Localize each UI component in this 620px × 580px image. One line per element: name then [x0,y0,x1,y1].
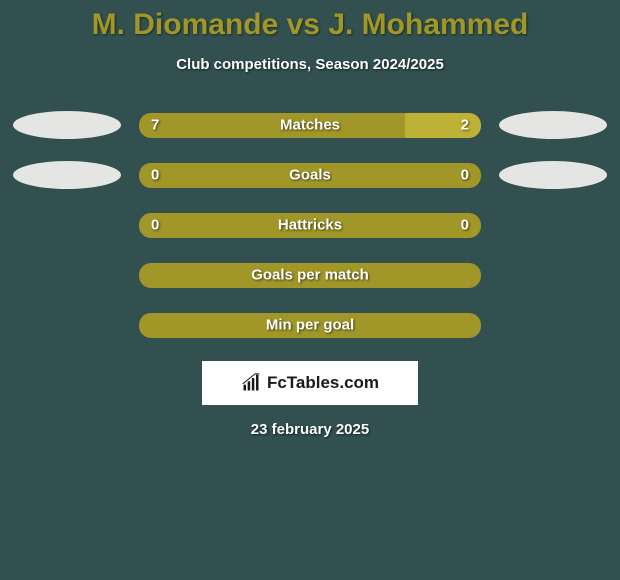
left-ellipse [13,161,121,189]
stat-left-value: 7 [151,117,159,134]
stat-bar: 7 Matches 2 [139,113,481,138]
stat-row-goals: 0 Goals 0 [0,161,620,189]
date-label: 23 february 2025 [251,421,369,438]
stat-right-value: 0 [461,217,469,234]
stat-right-value: 2 [461,117,469,134]
right-ellipse [499,111,607,139]
bar-right-fill [405,113,481,138]
stat-bar: 0 Goals 0 [139,163,481,188]
left-ellipse [13,111,121,139]
subtitle: Club competitions, Season 2024/2025 [176,56,444,73]
stat-row-min-per-goal: Min per goal [0,311,620,339]
stat-label: Hattricks [278,217,342,234]
stat-bar: Goals per match [139,263,481,288]
stat-label: Goals [289,167,331,184]
stat-left-value: 0 [151,167,159,184]
comparison-card: M. Diomande vs J. Mohammed Club competit… [0,0,620,438]
stat-right-value: 0 [461,167,469,184]
bar-left-fill [139,113,405,138]
stat-rows: 7 Matches 2 0 Goals 0 0 Hattri [0,111,620,339]
stat-row-hattricks: 0 Hattricks 0 [0,211,620,239]
stat-left-value: 0 [151,217,159,234]
brand-label: FcTables.com [267,373,379,393]
stat-bar: Min per goal [139,313,481,338]
stat-row-goals-per-match: Goals per match [0,261,620,289]
chart-icon [241,373,261,393]
right-ellipse [499,161,607,189]
stat-bar: 0 Hattricks 0 [139,213,481,238]
stat-label: Matches [280,117,340,134]
stat-label: Min per goal [266,317,354,334]
stat-row-matches: 7 Matches 2 [0,111,620,139]
stat-label: Goals per match [251,267,369,284]
brand-badge[interactable]: FcTables.com [202,361,418,405]
page-title: M. Diomande vs J. Mohammed [92,8,529,42]
